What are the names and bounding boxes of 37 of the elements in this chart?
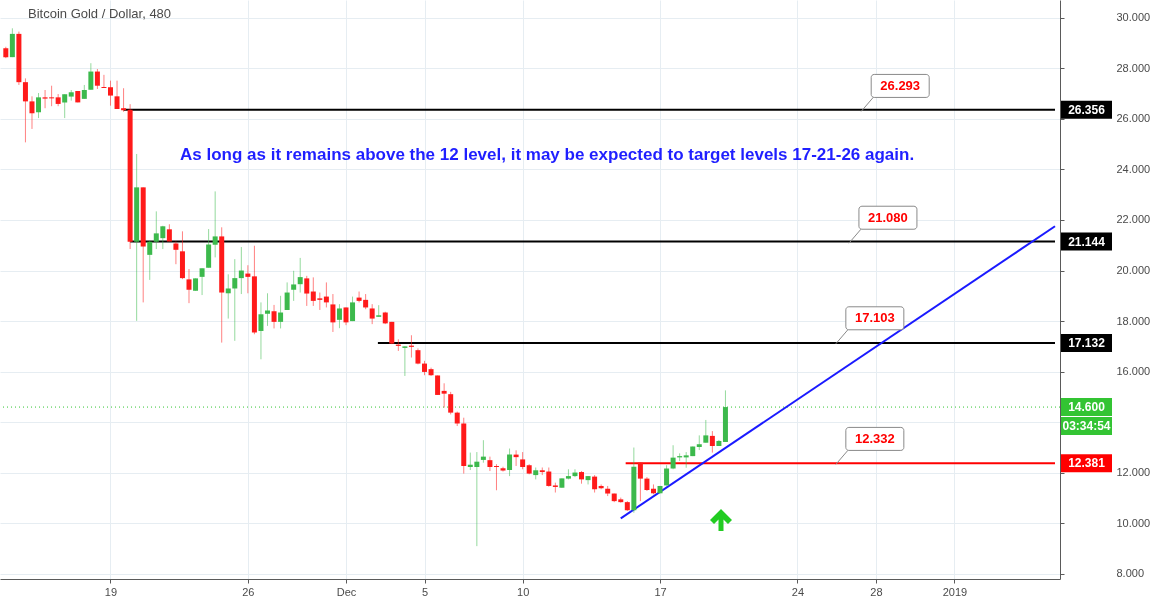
x-tick-label: 2019 bbox=[942, 585, 968, 598]
annotation: 26.293 bbox=[880, 77, 921, 93]
x-tick-label: 28 bbox=[870, 585, 883, 598]
y-tick-label: 18.000 bbox=[1116, 314, 1151, 327]
x-tick-label: 10 bbox=[517, 585, 530, 598]
candlestick bbox=[101, 74, 107, 89]
annotation: 12.332 bbox=[854, 430, 895, 446]
y-tick-label: 26.000 bbox=[1116, 112, 1151, 125]
text: Bitcoin Gold / Dollar, 480 bbox=[28, 6, 172, 21]
text: 03:34:54 bbox=[1062, 419, 1111, 434]
y-tick-label: 16.000 bbox=[1116, 365, 1151, 378]
y-tick-label: 8.000 bbox=[1116, 567, 1145, 580]
annotation: 17.103 bbox=[854, 310, 895, 326]
x-tick-label: 17 bbox=[654, 585, 667, 598]
data-label: 17.132 bbox=[1068, 336, 1106, 351]
y-tick-label: 22.000 bbox=[1116, 213, 1151, 226]
candlestick bbox=[598, 483, 604, 490]
candlestick bbox=[435, 374, 441, 396]
y-tick-label: 20.000 bbox=[1116, 264, 1151, 277]
y-tick-label: 28.000 bbox=[1116, 61, 1151, 74]
x-tick-label: 19 bbox=[104, 585, 118, 598]
y-tick-label: 24.000 bbox=[1116, 162, 1151, 175]
data-label: 12.381 bbox=[1068, 456, 1106, 471]
x-tick-label: 26 bbox=[242, 585, 255, 598]
data-label: 26.356 bbox=[1068, 102, 1106, 117]
x-tick-label: Dec bbox=[336, 585, 357, 598]
annotation: 21.080 bbox=[868, 209, 908, 225]
x-tick-label: 24 bbox=[791, 585, 805, 598]
data-label: 21.144 bbox=[1068, 234, 1106, 249]
ref-line-label: 14.600 bbox=[1068, 400, 1106, 415]
annotation: As long as it remains above the 12 level, it may be expected to target levels 17-21-26 again. bbox=[180, 145, 915, 164]
candlestick bbox=[585, 475, 591, 485]
candlestick bbox=[487, 456, 493, 472]
x-tick-label: 5 bbox=[421, 585, 429, 598]
y-tick-label: 12.000 bbox=[1116, 466, 1151, 479]
y-tick-label: 10.000 bbox=[1116, 516, 1151, 529]
y-tick-label: 30.000 bbox=[1116, 11, 1151, 24]
